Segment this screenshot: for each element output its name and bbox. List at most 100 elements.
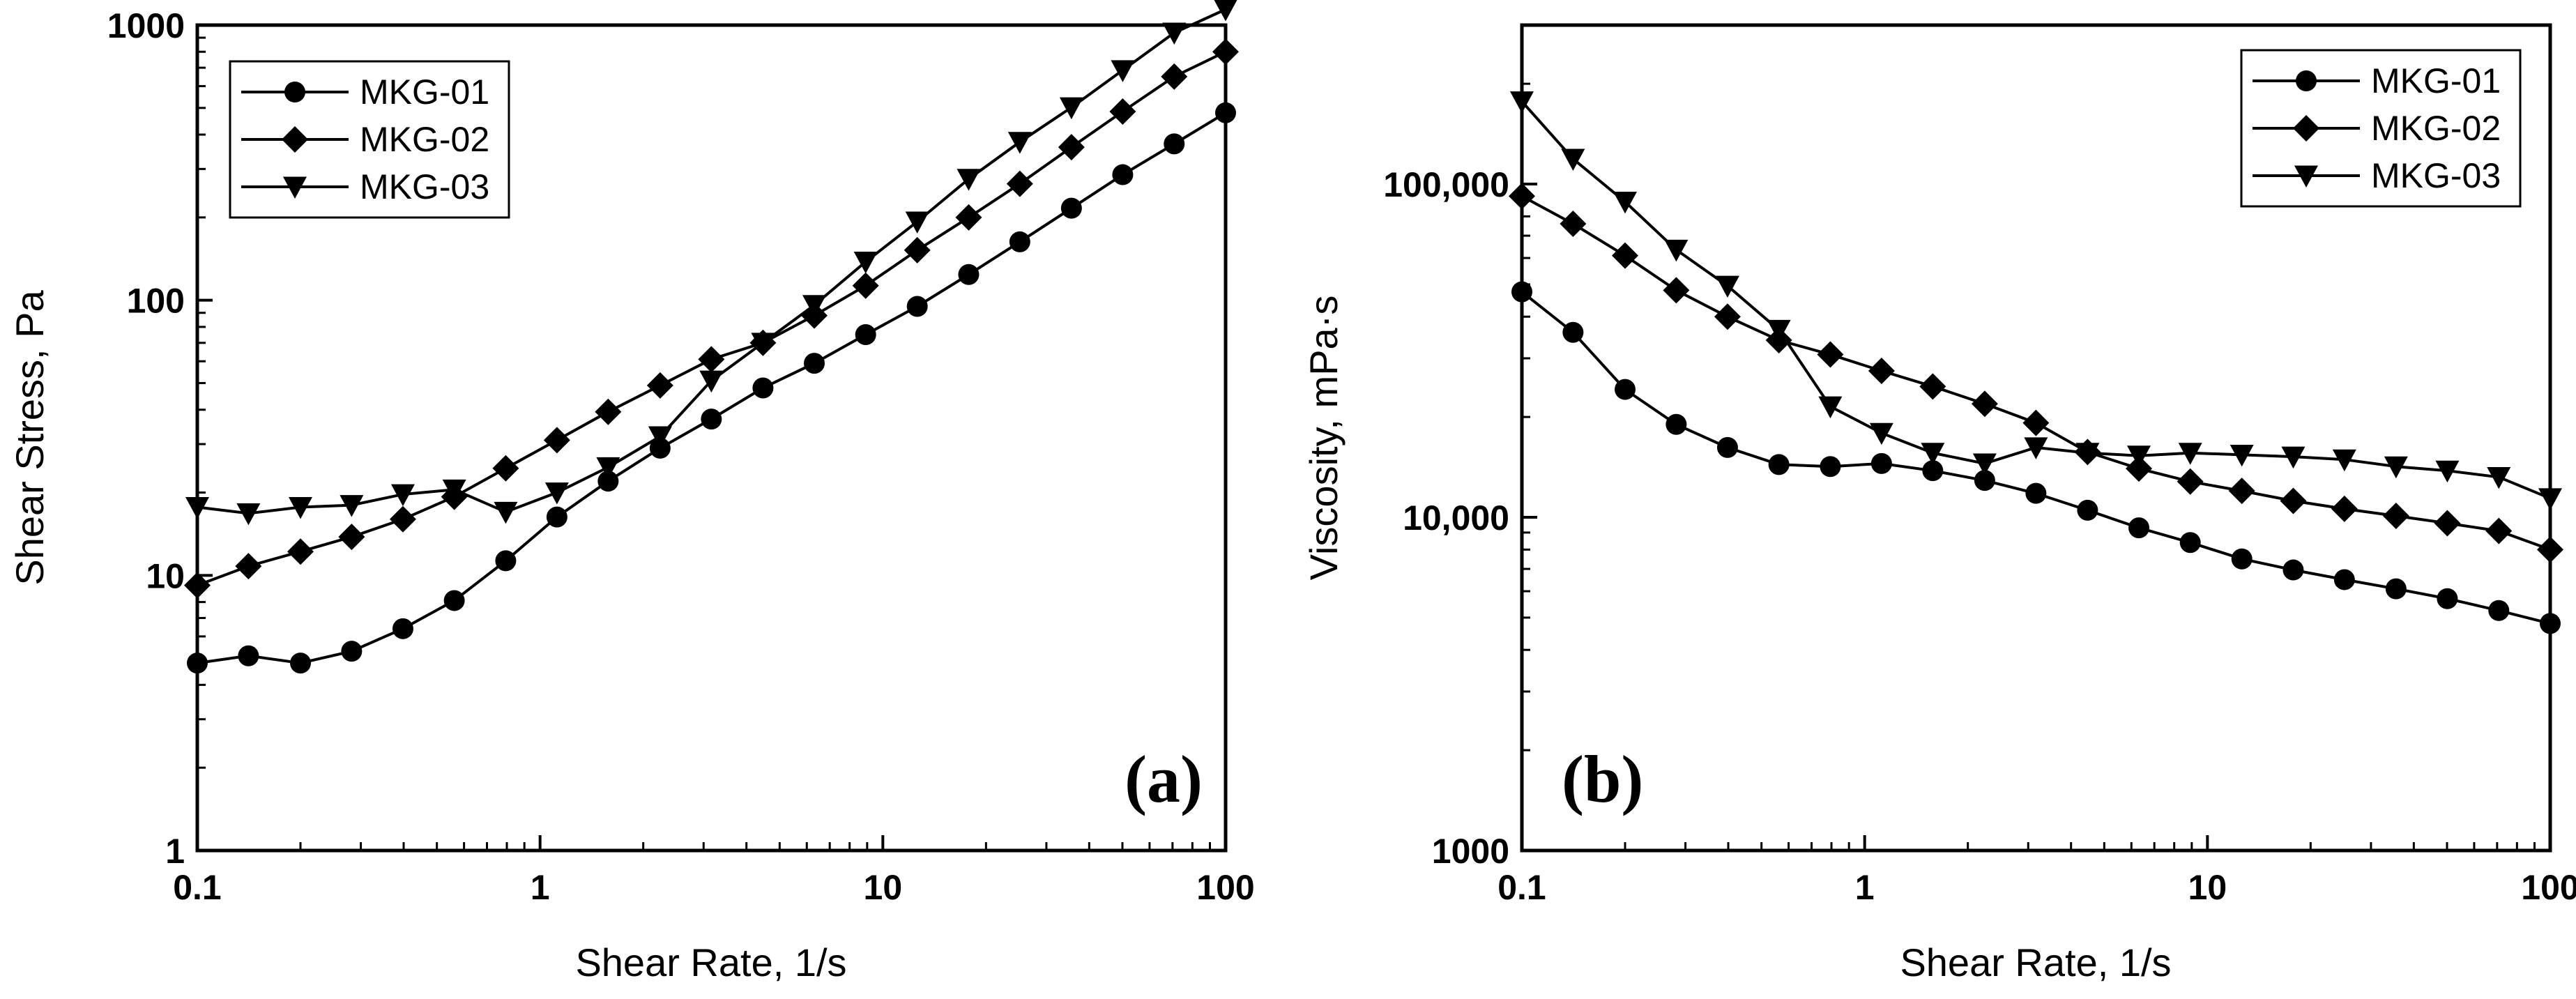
data-point-mkg-01 bbox=[701, 409, 722, 430]
data-point-mkg-01 bbox=[1009, 231, 1030, 252]
data-point-mkg-01 bbox=[1112, 164, 1134, 185]
data-point-mkg-01 bbox=[752, 377, 774, 399]
data-point-mkg-02 bbox=[852, 272, 879, 299]
data-point-mkg-01 bbox=[1215, 102, 1236, 123]
data-point-mkg-03 bbox=[2127, 445, 2151, 468]
data-point-mkg-01 bbox=[1511, 281, 1532, 303]
data-point-mkg-03 bbox=[1007, 132, 1032, 154]
data-point-mkg-03 bbox=[2281, 446, 2306, 469]
data-point-mkg-01 bbox=[597, 471, 619, 492]
data-point-mkg-02 bbox=[1919, 373, 1946, 400]
data-point-mkg-02 bbox=[1971, 390, 1998, 418]
data-point-mkg-02 bbox=[1006, 170, 1033, 197]
data-point-mkg-03 bbox=[1869, 422, 1893, 445]
x-tick-label: 1 bbox=[531, 868, 550, 907]
data-point-mkg-03 bbox=[1214, 0, 1237, 22]
x-tick-label: 10 bbox=[864, 868, 903, 907]
data-point-mkg-01 bbox=[341, 641, 363, 662]
data-point-mkg-01 bbox=[2179, 532, 2201, 554]
data-point-mkg-03 bbox=[1111, 60, 1135, 82]
data-point-mkg-02 bbox=[2126, 455, 2153, 482]
legend-label-mkg-01: MKG-01 bbox=[360, 73, 489, 112]
data-point-mkg-03 bbox=[1059, 97, 1083, 120]
data-point-mkg-03 bbox=[236, 503, 261, 526]
data-point-mkg-02 bbox=[492, 455, 519, 482]
data-point-mkg-01 bbox=[2488, 600, 2510, 621]
data-point-mkg-01 bbox=[2231, 548, 2253, 570]
y-tick-label: 100,000 bbox=[1383, 165, 1509, 204]
data-point-mkg-02 bbox=[1817, 341, 1844, 368]
data-point-mkg-01 bbox=[2385, 578, 2407, 600]
data-point-mkg-03 bbox=[2075, 443, 2100, 465]
data-point-mkg-01 bbox=[1562, 321, 1584, 343]
data-point-mkg-03 bbox=[185, 497, 209, 519]
data-point-mkg-03 bbox=[1613, 191, 1638, 214]
data-point-mkg-03 bbox=[2538, 488, 2562, 510]
data-point-mkg-03 bbox=[1664, 239, 1689, 262]
data-point-mkg-01 bbox=[495, 550, 517, 572]
data-point-mkg-03 bbox=[596, 457, 620, 480]
legend-label-mkg-01: MKG-01 bbox=[2371, 61, 2501, 100]
data-point-mkg-02 bbox=[287, 538, 314, 565]
data-point-mkg-02 bbox=[2022, 409, 2050, 436]
data-point-mkg-03 bbox=[2332, 449, 2356, 472]
data-point-mkg-03 bbox=[2487, 466, 2511, 489]
legend-marker-mkg-01 bbox=[284, 82, 305, 102]
data-point-mkg-02 bbox=[2331, 495, 2358, 522]
data-point-mkg-02 bbox=[543, 427, 570, 454]
data-point-mkg-01 bbox=[546, 506, 567, 528]
legend-marker-mkg-02 bbox=[2293, 115, 2319, 142]
data-point-mkg-01 bbox=[2282, 559, 2304, 581]
data-point-mkg-02 bbox=[646, 372, 673, 399]
data-point-mkg-02 bbox=[1612, 242, 1639, 269]
data-point-mkg-02 bbox=[235, 553, 262, 580]
data-point-mkg-02 bbox=[955, 204, 982, 231]
data-point-mkg-02 bbox=[1509, 183, 1535, 210]
data-point-mkg-01 bbox=[855, 323, 876, 345]
data-point-mkg-02 bbox=[595, 398, 622, 425]
data-point-mkg-02 bbox=[338, 524, 365, 551]
x-axis-title: Shear Rate, 1/s bbox=[1900, 940, 2171, 984]
data-point-mkg-03 bbox=[957, 169, 981, 191]
data-point-mkg-01 bbox=[804, 353, 825, 374]
legend: MKG-01 MKG-02 MKG-03 bbox=[2240, 49, 2522, 208]
data-point-mkg-01 bbox=[1768, 454, 1790, 475]
y-axis-title: Viscosity, mPa·s bbox=[1302, 296, 1346, 581]
data-point-mkg-01 bbox=[2437, 588, 2458, 609]
data-point-mkg-02 bbox=[1663, 277, 1690, 304]
legend-marker-mkg-03 bbox=[2294, 165, 2318, 188]
data-point-mkg-02 bbox=[2485, 517, 2513, 544]
data-point-mkg-01 bbox=[2333, 569, 2355, 590]
data-point-mkg-02 bbox=[1109, 98, 1136, 125]
data-point-mkg-03 bbox=[905, 211, 929, 234]
data-point-mkg-02 bbox=[698, 346, 725, 373]
data-point-mkg-01 bbox=[1870, 452, 1892, 474]
y-tick-label: 1000 bbox=[1432, 832, 1509, 871]
x-tick-label: 0.1 bbox=[173, 868, 222, 907]
legend-marker-mkg-03 bbox=[283, 176, 307, 199]
data-point-mkg-03 bbox=[442, 479, 466, 502]
data-point-mkg-03 bbox=[1921, 443, 1945, 465]
data-point-mkg-03 bbox=[2024, 437, 2048, 459]
data-point-mkg-01 bbox=[238, 645, 259, 666]
data-point-mkg-01 bbox=[1060, 197, 1082, 219]
data-point-mkg-01 bbox=[2025, 482, 2047, 504]
legend-label-mkg-03: MKG-03 bbox=[2371, 156, 2501, 195]
panel-label: (b) bbox=[1562, 742, 1643, 816]
data-point-mkg-03 bbox=[1818, 396, 1843, 419]
data-point-mkg-02 bbox=[389, 505, 416, 533]
data-point-mkg-03 bbox=[2384, 456, 2408, 479]
legend-label-mkg-02: MKG-02 bbox=[2371, 109, 2501, 148]
x-axis-title: Shear Rate, 1/s bbox=[575, 940, 846, 984]
data-point-mkg-02 bbox=[1560, 211, 1587, 238]
data-point-mkg-03 bbox=[1715, 275, 1739, 298]
panel-label: (a) bbox=[1125, 742, 1203, 816]
legend: MKG-01 MKG-02 MKG-03 bbox=[229, 60, 510, 219]
legend-label-mkg-02: MKG-02 bbox=[360, 120, 489, 159]
data-point-mkg-03 bbox=[2435, 460, 2460, 483]
data-point-mkg-01 bbox=[906, 296, 928, 317]
data-point-mkg-01 bbox=[1615, 379, 1636, 400]
data-point-mkg-02 bbox=[904, 236, 931, 264]
